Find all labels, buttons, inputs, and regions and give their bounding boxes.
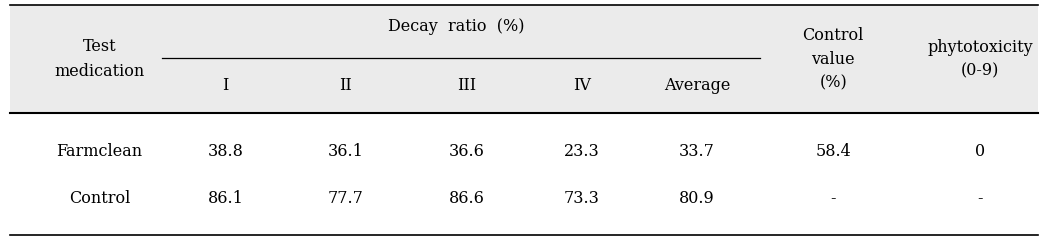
Text: 33.7: 33.7 xyxy=(679,143,715,160)
Text: 36.6: 36.6 xyxy=(449,143,484,160)
Bar xyxy=(10,5,1038,113)
Text: Average: Average xyxy=(663,77,730,94)
Text: IV: IV xyxy=(572,77,591,94)
Text: Decay  ratio  (%): Decay ratio (%) xyxy=(388,18,524,35)
Text: 86.6: 86.6 xyxy=(449,190,484,207)
Text: 86.1: 86.1 xyxy=(208,190,243,207)
Text: Control
value
(%): Control value (%) xyxy=(803,27,864,91)
Text: -: - xyxy=(830,190,836,207)
Text: Control: Control xyxy=(69,190,130,207)
Text: 36.1: 36.1 xyxy=(328,143,364,160)
Text: 38.8: 38.8 xyxy=(208,143,243,160)
Text: III: III xyxy=(457,77,476,94)
Text: 58.4: 58.4 xyxy=(815,143,851,160)
Text: 77.7: 77.7 xyxy=(328,190,364,207)
Text: II: II xyxy=(340,77,352,94)
Text: 73.3: 73.3 xyxy=(564,190,599,207)
Text: Farmclean: Farmclean xyxy=(57,143,143,160)
Text: 23.3: 23.3 xyxy=(564,143,599,160)
Text: 80.9: 80.9 xyxy=(679,190,715,207)
Text: Test
medication: Test medication xyxy=(54,38,145,80)
Text: I: I xyxy=(222,77,228,94)
Text: 0: 0 xyxy=(975,143,985,160)
Text: phytotoxicity
(0-9): phytotoxicity (0-9) xyxy=(927,39,1032,80)
Text: -: - xyxy=(977,190,983,207)
